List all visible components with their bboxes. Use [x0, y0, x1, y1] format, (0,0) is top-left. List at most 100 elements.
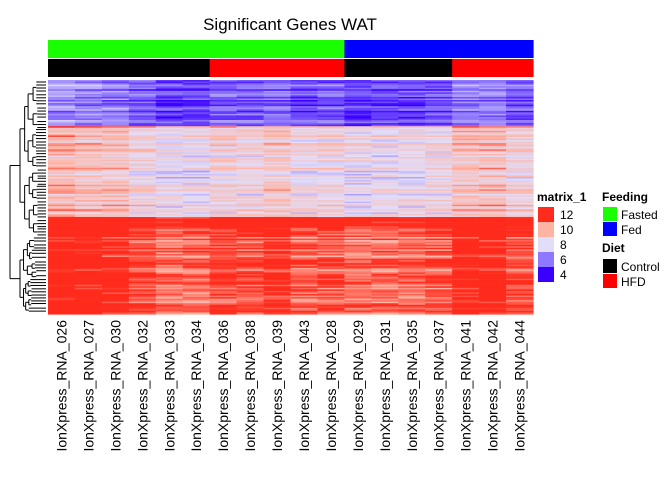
heatmap-cell: [263, 309, 292, 312]
heatmap-cell: [506, 277, 534, 280]
heatmap-cell: [182, 212, 211, 215]
heatmap-cell: [398, 166, 426, 169]
heatmap-cell: [290, 153, 319, 157]
heatmap-cell: [209, 298, 238, 301]
heatmap-cell: [371, 80, 399, 83]
heatmap-cell: [344, 95, 372, 98]
heatmap-cell: [128, 101, 157, 104]
heatmap-cell: [290, 235, 319, 238]
heatmap-cell: [344, 136, 372, 140]
heatmap-cell: [479, 297, 507, 300]
heatmap-cell: [479, 186, 507, 189]
heatmap-cell: [452, 144, 480, 147]
heatmap-cell: [209, 297, 238, 300]
heatmap-cell: [128, 201, 157, 204]
heatmap-cell: [344, 200, 372, 203]
heatmap-cell: [398, 261, 426, 264]
heatmap-cell: [290, 83, 319, 86]
heatmap-cell: [236, 283, 265, 286]
heatmap-cell: [371, 272, 399, 275]
heatmap-cell: [263, 221, 292, 224]
heatmap-cell: [101, 98, 130, 101]
heatmap-cell: [425, 307, 453, 310]
heatmap-cell: [128, 267, 157, 270]
heatmap-cell: [209, 175, 238, 178]
heatmap-cell: [74, 178, 103, 181]
heatmap-cell: [48, 200, 76, 203]
column-label: IonXpress_RNA_038: [242, 320, 258, 452]
heatmap-cell: [209, 198, 238, 201]
heatmap-cell: [425, 266, 453, 269]
heatmap-cell: [155, 243, 184, 246]
heatmap-cell: [128, 270, 157, 274]
heatmap-cell: [425, 160, 453, 163]
heatmap-cell: [48, 312, 76, 315]
heatmap-cell: [344, 153, 372, 157]
heatmap-cell: [236, 238, 265, 241]
heatmap-cell: [425, 140, 453, 143]
heatmap-cell: [398, 87, 426, 90]
heatmap-cell: [452, 90, 480, 93]
heatmap-cell: [155, 298, 184, 301]
heatmap-cell: [209, 184, 238, 187]
heatmap-cell: [128, 198, 157, 201]
heatmap-cell: [74, 140, 103, 143]
heatmap-cell: [155, 286, 184, 289]
heatmap-cell: [506, 273, 534, 277]
feeding-cell: [506, 40, 534, 58]
heatmap-cell: [425, 90, 453, 93]
heatmap-cell: [371, 257, 399, 260]
heatmap-cell: [263, 190, 292, 193]
heatmap-cell: [452, 260, 480, 263]
heatmap-cell: [128, 127, 157, 130]
heatmap-cell: [425, 123, 453, 126]
heatmap-cell: [155, 301, 184, 304]
heatmap-cell: [344, 250, 372, 254]
heatmap-cell: [128, 158, 157, 161]
heatmap-cell: [128, 100, 157, 103]
heatmap-cell: [452, 96, 480, 100]
heatmap-cell: [425, 218, 453, 221]
heatmap-cell: [155, 146, 184, 149]
heatmap-cell: [209, 267, 238, 270]
heatmap-cell: [344, 212, 372, 215]
heatmap-cell: [236, 275, 265, 278]
heatmap-cell: [128, 197, 157, 200]
heatmap-cell: [263, 229, 292, 232]
heatmap-cell: [182, 152, 211, 155]
heatmap-cell: [48, 141, 76, 144]
heatmap-cell: [344, 300, 372, 303]
heatmap-cell: [48, 112, 76, 115]
heatmap-cell: [398, 283, 426, 286]
heatmap-cell: [479, 207, 507, 210]
heatmap-cell: [209, 138, 238, 141]
heatmap-cell: [182, 283, 211, 286]
heatmap-cell: [74, 118, 103, 121]
feeding-cell: [479, 40, 507, 58]
heatmap-cell: [452, 301, 480, 304]
heatmap-cell: [128, 92, 157, 95]
heatmap-cell: [48, 166, 76, 169]
heatmap-cell: [290, 193, 319, 197]
heatmap-cell: [506, 110, 534, 113]
heatmap-cell: [263, 300, 292, 303]
heatmap-cell: [371, 156, 399, 160]
heatmap-cell: [398, 255, 426, 258]
heatmap-cell: [48, 217, 76, 220]
heatmap-cell: [371, 181, 399, 184]
heatmap-cell: [371, 221, 399, 224]
heatmap-cell: [128, 255, 157, 258]
heatmap-cell: [74, 295, 103, 298]
heatmap-cell: [290, 215, 319, 218]
heatmap-cell: [290, 267, 319, 270]
heatmap-cell: [128, 226, 157, 229]
heatmap-cell: [182, 237, 211, 240]
heatmap-cell: [48, 138, 76, 141]
heatmap-cell: [317, 201, 345, 204]
heatmap-cell: [344, 107, 372, 110]
heatmap-cell: [290, 173, 319, 177]
feeding-cell: [452, 40, 480, 58]
heatmap-cell: [398, 277, 426, 280]
heatmap-cell: [101, 93, 130, 96]
heatmap-cell: [209, 178, 238, 181]
